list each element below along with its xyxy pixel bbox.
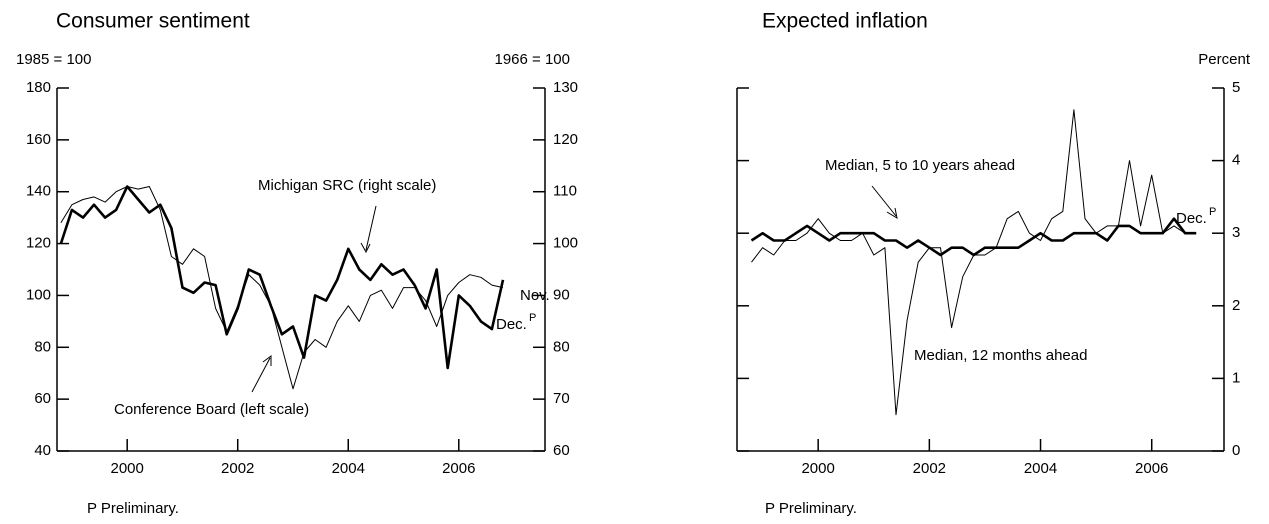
arrow	[360, 205, 377, 254]
y-tick-label: 0	[1232, 442, 1240, 459]
y-tick-label: 180	[26, 79, 51, 96]
annotation: Median, 5 to 10 years ahead	[825, 157, 1015, 174]
footnote: P Preliminary.	[765, 500, 857, 517]
y2-tick-label: 60	[553, 442, 570, 459]
annotation: Dec.	[496, 316, 527, 333]
arrows	[251, 185, 898, 393]
y-tick-label: 2	[1232, 297, 1240, 314]
annotation: Median, 12 months ahead	[914, 347, 1087, 364]
y-tick-label: 140	[26, 183, 51, 200]
y-tick-label: 100	[26, 286, 51, 303]
chart-title: Expected inflation	[762, 10, 928, 33]
annotation: Michigan SRC (right scale)	[258, 177, 436, 194]
y-axis-label: 1985 = 100	[16, 51, 92, 68]
annotation: Nov.	[520, 287, 550, 304]
x-tick-label: 2004	[332, 460, 365, 477]
y-tick-label: 5	[1232, 79, 1240, 96]
y-tick-label: 60	[34, 390, 51, 407]
x-tick-label: 2000	[801, 460, 834, 477]
y2-tick-label: 120	[553, 131, 578, 148]
arrow	[871, 185, 898, 220]
y2-tick-label: 80	[553, 338, 570, 355]
line-series	[750, 217, 1197, 257]
y2-axis-label: 1966 = 100	[495, 51, 571, 68]
y2-tick-label: 100	[553, 235, 578, 252]
x-tick-label: 2006	[1135, 460, 1168, 477]
arrow	[251, 355, 272, 393]
x-tick-label: 2004	[1024, 460, 1057, 477]
x-tick-label: 2002	[221, 460, 254, 477]
line-series	[60, 186, 504, 390]
y-axis-label: Percent	[1198, 51, 1251, 68]
annotation: Conference Board (left scale)	[114, 401, 309, 418]
annotation: P	[1209, 206, 1216, 218]
y-tick-label: 40	[34, 442, 51, 459]
y-tick-label: 120	[26, 235, 51, 252]
x-tick-label: 2000	[111, 460, 144, 477]
y2-tick-label: 70	[553, 390, 570, 407]
y2-tick-label: 130	[553, 79, 578, 96]
x-tick-label: 2006	[442, 460, 475, 477]
y-tick-label: 160	[26, 131, 51, 148]
y-tick-label: 80	[34, 338, 51, 355]
annotation: P	[529, 312, 536, 324]
y2-tick-label: 90	[553, 286, 570, 303]
y2-tick-label: 110	[553, 183, 577, 200]
footnote: P Preliminary.	[87, 500, 179, 517]
y-tick-label: 1	[1232, 369, 1240, 386]
line-series	[59, 185, 505, 370]
line-series	[751, 109, 1197, 416]
y-tick-label: 4	[1232, 152, 1240, 169]
y-tick-label: 3	[1232, 224, 1240, 241]
chart-title: Consumer sentiment	[56, 10, 250, 33]
x-tick-label: 2002	[913, 460, 946, 477]
annotation: Dec.	[1176, 210, 1207, 227]
